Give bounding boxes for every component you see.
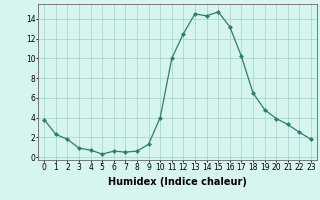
X-axis label: Humidex (Indice chaleur): Humidex (Indice chaleur) — [108, 177, 247, 187]
